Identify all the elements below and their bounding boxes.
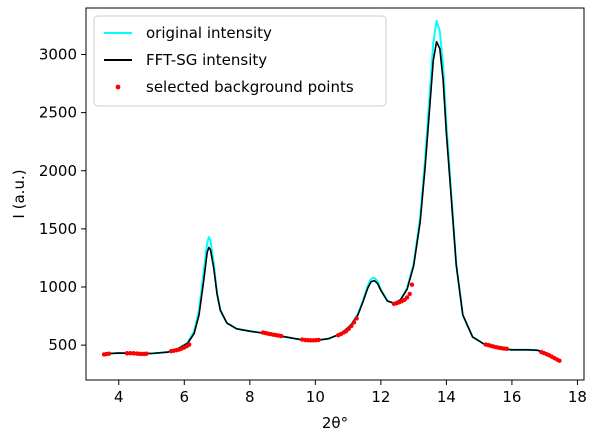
x-tick-label: 6 <box>180 388 190 406</box>
series-layer <box>101 19 562 363</box>
background-point <box>346 326 351 332</box>
x-tick-label: 16 <box>502 388 521 406</box>
background-point <box>316 337 321 343</box>
axes-frame <box>85 7 585 381</box>
x-tick-label: 12 <box>371 388 390 406</box>
y-tick-label: 500 <box>48 336 77 354</box>
background-point <box>106 351 112 356</box>
x-tick-label: 18 <box>568 388 587 406</box>
background-point <box>300 337 305 342</box>
background-point <box>409 282 415 287</box>
legend: original intensity FFT-SG intensity select… <box>93 15 387 107</box>
y-tick-label: 2500 <box>39 104 77 122</box>
background-point <box>124 351 130 356</box>
y-tick-label: 3000 <box>39 46 77 64</box>
x-tick-label: 8 <box>245 388 255 406</box>
legend-label: selected background points <box>146 78 354 96</box>
background-point <box>557 358 562 363</box>
legend-swatch <box>115 84 121 90</box>
series-line-fft-sg-intensity <box>102 40 560 362</box>
legend-box <box>93 15 387 107</box>
y-axis-label: I (a.u.) <box>10 169 28 218</box>
y-tick-label: 1000 <box>39 278 77 296</box>
background-point <box>349 323 354 329</box>
background-point <box>404 295 410 300</box>
background-point <box>131 351 136 356</box>
background-point <box>187 342 192 347</box>
background-point <box>354 316 359 321</box>
legend-label: original intensity <box>146 24 272 42</box>
y-tick-label: 2000 <box>39 162 77 180</box>
axes-layer: 4 6 8 10 12 14 16 18 500 1000 1500 2000 2500 3000 <box>39 7 587 406</box>
background-point <box>407 291 412 297</box>
legend-label: FFT-SG intensity <box>146 51 267 69</box>
background-point <box>279 333 284 339</box>
background-point <box>128 350 133 356</box>
background-point <box>144 351 149 356</box>
x-axis-label: 2θ° <box>322 414 348 432</box>
x-tick-label: 4 <box>114 388 124 406</box>
x-tick-label: 10 <box>306 388 325 406</box>
background-point <box>504 346 509 352</box>
x-tick-label: 14 <box>437 388 456 406</box>
y-tick-label: 1500 <box>39 220 77 238</box>
background-point <box>351 320 357 325</box>
